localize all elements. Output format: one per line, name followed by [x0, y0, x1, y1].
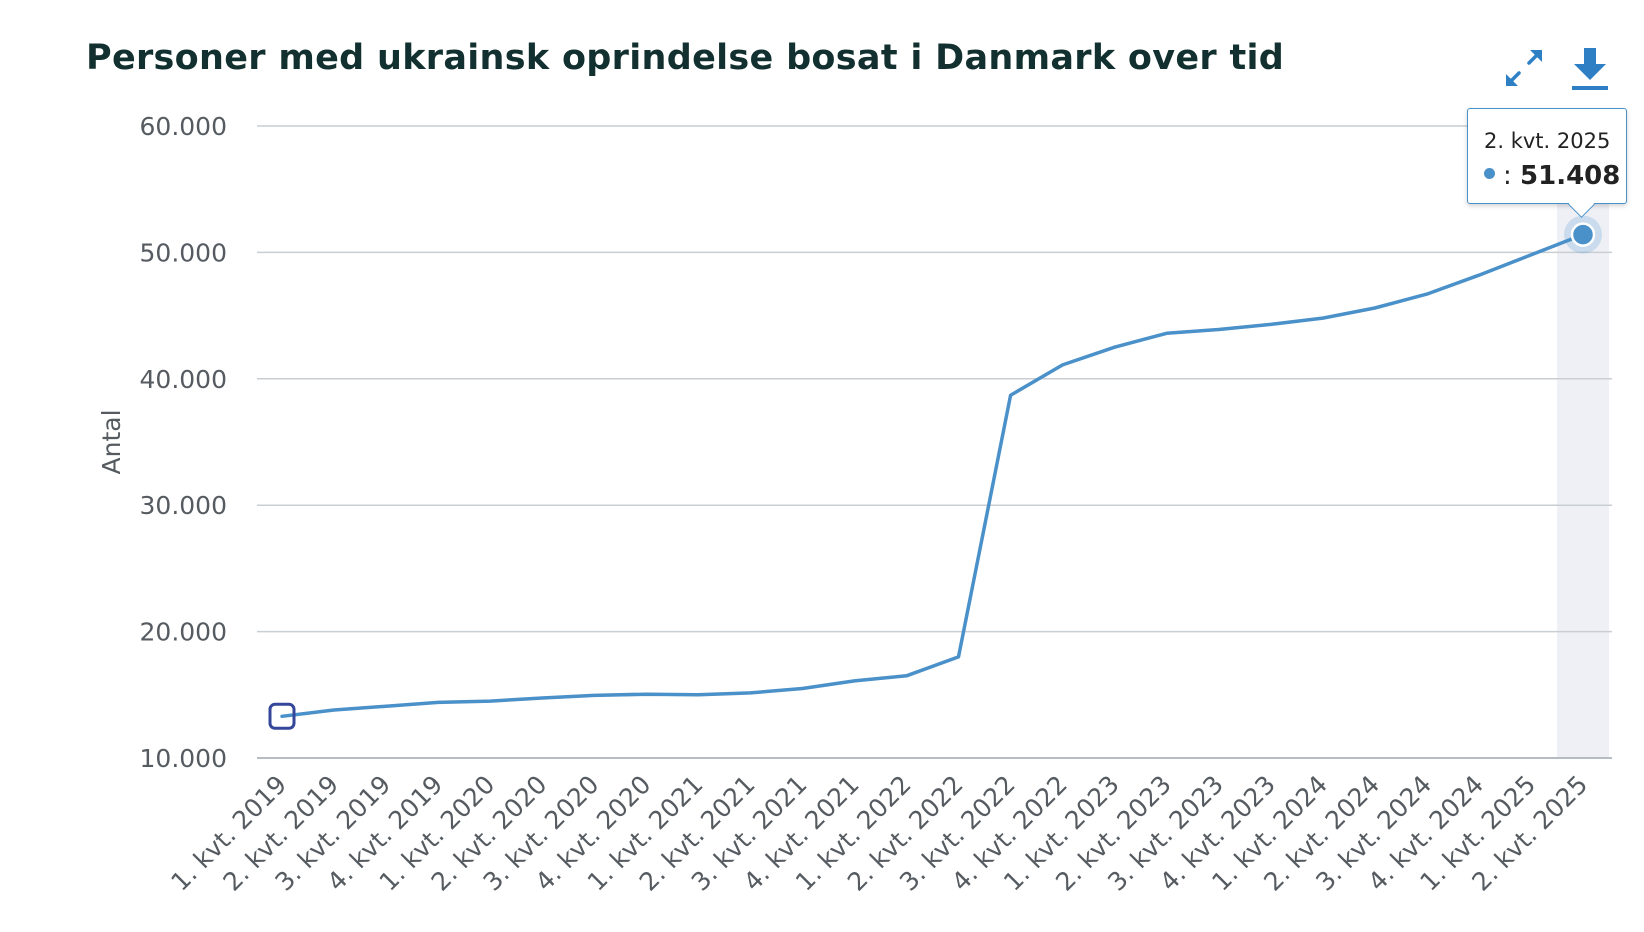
- y-tick-label: 20.000: [140, 618, 227, 647]
- y-axis-label: Antal: [97, 409, 126, 474]
- data-tooltip: 2. kvt. 2025 : 51.408: [1467, 108, 1627, 204]
- download-icon[interactable]: [1566, 44, 1614, 92]
- series-dot-icon: [1484, 168, 1495, 179]
- tooltip-value-row: : 51.408: [1484, 161, 1620, 191]
- first-point-marker: [268, 702, 296, 730]
- y-tick-label: 30.000: [140, 491, 227, 520]
- tooltip-label: 2. kvt. 2025: [1484, 129, 1611, 153]
- tooltip-value: 51.408: [1520, 161, 1621, 191]
- series-line: [280, 232, 1585, 719]
- y-tick-label: 10.000: [140, 744, 227, 773]
- hover-point: [1570, 222, 1596, 247]
- y-tick-label: 60.000: [140, 112, 227, 141]
- chart-title: Personer med ukrainsk oprindelse bosat i…: [86, 38, 1285, 78]
- y-tick-label: 40.000: [140, 365, 227, 394]
- expand-arrows-icon[interactable]: [1500, 44, 1548, 92]
- y-tick-label: 50.000: [140, 238, 227, 267]
- tooltip-separator: :: [1503, 161, 1512, 191]
